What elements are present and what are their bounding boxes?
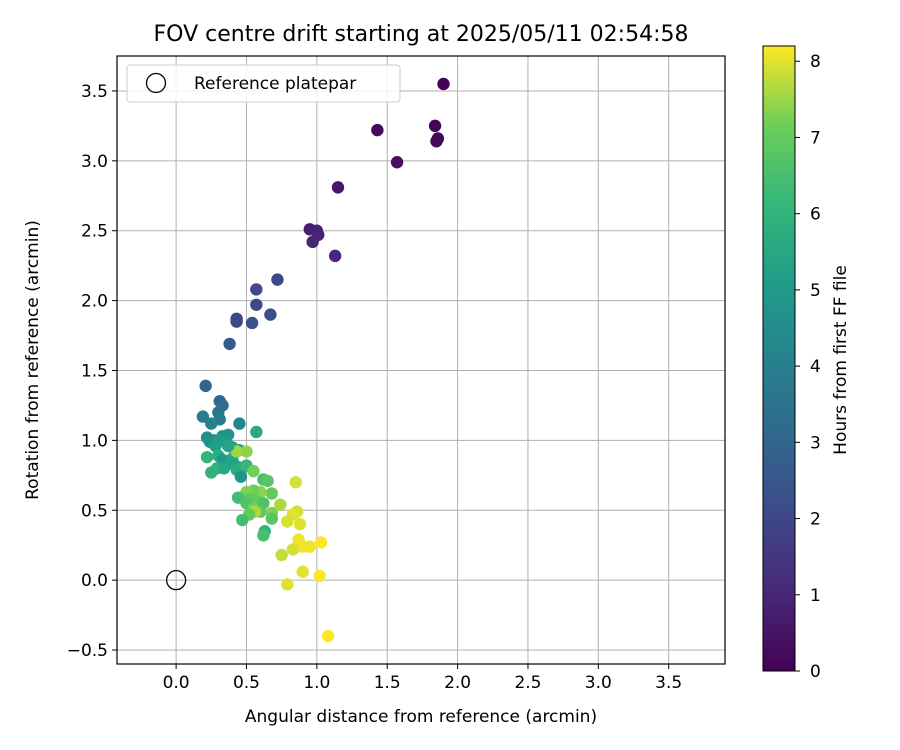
colorbar-tick-label: 3 (810, 433, 821, 453)
colorbar-label: Hours from first FF file (831, 265, 851, 455)
x-tick-label: 3.0 (585, 673, 612, 693)
y-tick-label: 3.5 (81, 82, 108, 102)
scatter-point (217, 462, 231, 475)
scatter-point (281, 515, 294, 528)
scatter-point (250, 425, 263, 439)
y-tick-label: 0.5 (81, 501, 108, 521)
scatter-point (199, 379, 212, 393)
scatter-point (313, 569, 326, 583)
scatter-point (390, 156, 404, 169)
colorbar-tick-label: 0 (810, 662, 821, 682)
scatter-point (250, 298, 263, 311)
scatter-point (296, 565, 309, 578)
x-tick-label: 3.5 (655, 673, 682, 693)
scatter-point (289, 476, 302, 489)
scatter-point (236, 513, 249, 527)
scatter-point (250, 283, 263, 296)
reference-marker (165, 569, 187, 591)
y-axis-ticks: −0.5 0.0 0.5 1.0 1.5 2.0 2.5 3.0 3.5 (67, 82, 117, 661)
y-tick-label: 2.5 (81, 222, 108, 242)
reference-marker-group (165, 569, 187, 591)
colorbar: 0 1 2 3 4 5 6 7 8 Hours from first FF file (762, 45, 851, 682)
scatter-point (371, 123, 384, 137)
x-tick-label: 1.5 (374, 673, 401, 693)
colorbar-ticks: 0 1 2 3 4 5 6 7 8 (795, 52, 821, 682)
colorbar-tick-label: 8 (810, 52, 821, 72)
scatter-point (209, 439, 222, 453)
scatter-point (275, 548, 288, 562)
scatter-point (331, 181, 345, 194)
scatter-point (314, 536, 328, 549)
x-axis-ticks: 0.0 0.5 1.0 1.5 2.0 2.5 3.0 3.5 (163, 664, 682, 693)
scatter-point (303, 540, 317, 553)
colorbar-tick-label: 5 (810, 281, 821, 301)
y-tick-label: −0.5 (67, 641, 108, 661)
scatter-point (264, 308, 277, 321)
scatter-points (196, 77, 450, 643)
colorbar-tick-label: 4 (810, 357, 821, 377)
scatter-point (428, 119, 442, 133)
scatter-point (286, 543, 300, 556)
scatter-point (221, 439, 235, 453)
x-tick-label: 0.0 (163, 673, 190, 693)
legend: Reference platepar (126, 64, 401, 103)
scatter-point (257, 529, 270, 542)
colorbar-tick-label: 2 (810, 510, 821, 530)
scatter-point (261, 474, 274, 488)
chart-title: FOV centre drift starting at 2025/05/11 … (154, 22, 689, 47)
colorbar-gradient (762, 45, 796, 672)
colorbar-tick-label: 7 (810, 128, 821, 148)
scatter-point (240, 445, 253, 458)
scatter-point (234, 470, 248, 483)
y-axis-label: Rotation from reference (arcmin) (23, 220, 43, 500)
scatter-point (293, 518, 307, 531)
scatter-point (430, 135, 443, 148)
y-tick-label: 1.0 (81, 431, 108, 451)
scatter-point (247, 464, 260, 478)
colorbar-tick-label: 6 (810, 205, 821, 225)
x-tick-label: 2.5 (514, 673, 541, 693)
plot-frame (116, 55, 726, 665)
scatter-point (271, 273, 284, 286)
scatter-point (200, 450, 214, 464)
scatter-point (196, 410, 210, 423)
scatter-point (230, 315, 243, 328)
grid (117, 56, 725, 664)
y-tick-label: 0.0 (81, 571, 108, 591)
y-tick-label: 3.0 (81, 152, 108, 172)
y-tick-label: 1.5 (81, 361, 108, 381)
legend-reference-marker (145, 72, 167, 94)
x-tick-label: 2.0 (444, 673, 471, 693)
legend-entry-reference: Reference platepar (194, 74, 356, 94)
scatter-point (233, 417, 246, 430)
scatter-point (437, 77, 450, 91)
scatter-point (328, 249, 342, 263)
scatter-point (245, 316, 259, 330)
scatter-point (223, 337, 236, 351)
y-tick-label: 2.0 (81, 292, 108, 312)
scatter-point (281, 578, 294, 591)
scatter-point (321, 629, 335, 643)
colorbar-tick-label: 1 (810, 586, 821, 606)
legend-box (126, 64, 401, 103)
x-axis-label: Angular distance from reference (arcmin) (245, 707, 597, 727)
x-tick-label: 0.5 (233, 673, 260, 693)
scatter-point (274, 498, 287, 511)
scatter-point (265, 512, 279, 525)
scatter-point (205, 417, 218, 430)
scatter-point (265, 487, 279, 500)
scatter-point (306, 235, 319, 249)
x-tick-label: 1.0 (303, 673, 330, 693)
